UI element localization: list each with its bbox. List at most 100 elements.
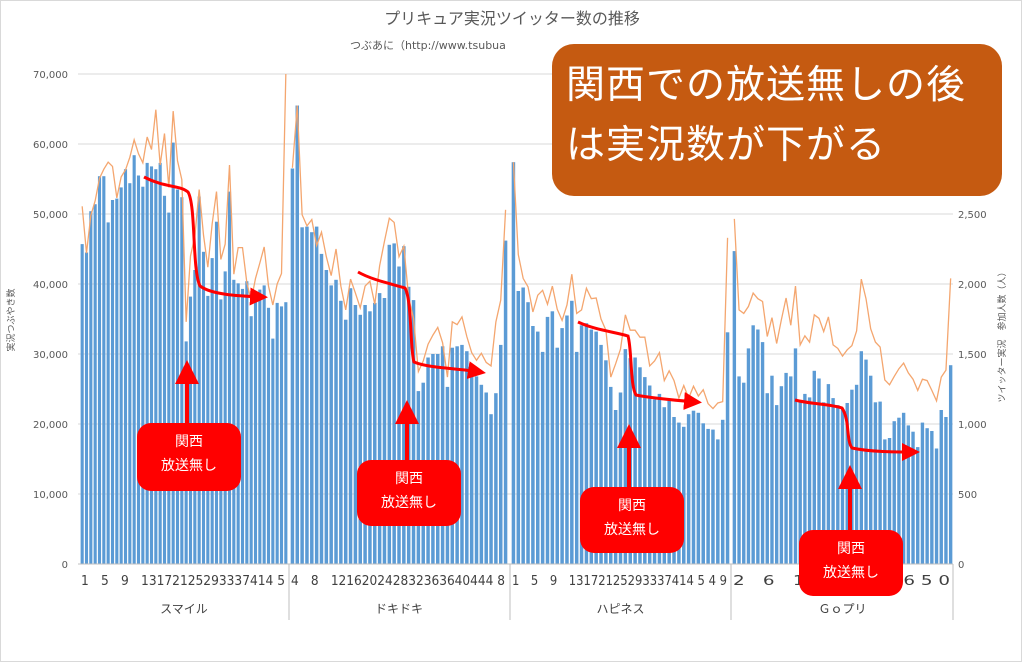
bar-ドキドキ-14 xyxy=(353,305,358,564)
y-tick-left-label: 60,000 xyxy=(33,140,68,151)
bar-ドキドキ-40 xyxy=(479,384,484,564)
bar-Ｇｏプリ-39 xyxy=(911,431,915,564)
bar-Ｇｏプリ-19 xyxy=(817,378,821,564)
bar-ハピネス-27 xyxy=(638,367,642,564)
bar-ハピネス-40 xyxy=(701,423,705,564)
bar-スマイル-31 xyxy=(210,258,214,564)
callout-line1: 関西 xyxy=(395,471,423,487)
bar-Ｇｏプリ-33 xyxy=(883,439,887,564)
bar-Ｇｏプリ-29 xyxy=(864,359,868,564)
bar-ハピネス-39 xyxy=(696,412,701,564)
bar-ドキドキ-3 xyxy=(300,227,304,565)
y-tick-left-label: 20,000 xyxy=(33,420,68,431)
bar-Ｇｏプリ-28 xyxy=(859,351,864,564)
bar-Ｇｏプリ-42 xyxy=(925,428,929,564)
bar-ハピネス-28 xyxy=(643,377,647,564)
bar-スマイル-43 xyxy=(262,285,266,564)
bar-ドキドキ-20 xyxy=(382,298,387,564)
bar-Ｇｏプリ-16 xyxy=(803,393,807,564)
callout-line2: 放送無し xyxy=(161,458,217,474)
bar-ハピネス-44 xyxy=(720,419,725,564)
participants-line-Ｇｏプリ xyxy=(733,218,952,404)
bar-スマイル-23 xyxy=(175,189,180,564)
bar-Ｇｏプリ-34 xyxy=(887,438,892,564)
bar-ドキドキ-36 xyxy=(460,344,464,564)
y-tick-right-label: 2,000 xyxy=(958,280,987,291)
bar-ドキドキ-8 xyxy=(324,270,329,564)
bar-ドキドキ-38 xyxy=(469,368,474,564)
bar-スマイル-15 xyxy=(141,186,145,564)
bar-スマイル-45 xyxy=(271,338,275,564)
bar-ハピネス-24 xyxy=(623,349,628,564)
bar-ハピネス-45 xyxy=(725,332,730,564)
bar-ハピネス-41 xyxy=(706,428,710,564)
bar-ドキドキ-42 xyxy=(489,414,493,564)
callout-kansai-smile: 関西 放送無し xyxy=(137,423,241,491)
bar-ドキドキ-2 xyxy=(295,105,300,564)
bar-ドキドキ-31 xyxy=(436,354,440,564)
bar-ドキドキ-41 xyxy=(484,392,488,564)
bar-Ｇｏプリ-31 xyxy=(873,402,878,564)
bar-ドキドキ-11 xyxy=(339,300,343,564)
bar-スマイル-4 xyxy=(93,204,97,564)
bar-ハピネス-32 xyxy=(662,407,667,564)
bar-ドキドキ-4 xyxy=(305,226,309,564)
bar-ドキドキ-30 xyxy=(431,354,435,564)
bar-ドキドキ-19 xyxy=(377,293,382,564)
bar-Ｇｏプリ-44 xyxy=(934,448,939,564)
bar-ハピネス-2 xyxy=(516,291,521,564)
bar-ハピネス-15 xyxy=(579,325,584,564)
bar-Ｇｏプリ-13 xyxy=(789,376,793,564)
bar-ドキドキ-18 xyxy=(373,302,377,564)
bar-Ｇｏプリ-18 xyxy=(812,370,816,564)
bar-ハピネス-4 xyxy=(526,302,530,564)
participants-line-ハピネス xyxy=(512,162,729,410)
bar-スマイル-3 xyxy=(89,211,93,564)
bar-ドキドキ-39 xyxy=(474,376,479,564)
bar-ドキドキ-5 xyxy=(310,232,314,564)
y-tick-right-label: 500 xyxy=(958,490,977,501)
bar-ドキドキ-16 xyxy=(363,305,367,564)
bar-スマイル-9 xyxy=(115,198,119,564)
annotation-layer xyxy=(143,175,920,530)
trend-arrow-4 xyxy=(794,398,920,461)
bar-スマイル-7 xyxy=(106,222,110,564)
y-tick-left-label: 30,000 xyxy=(33,350,68,361)
bar-スマイル-34 xyxy=(223,271,227,564)
bar-スマイル-28 xyxy=(197,196,201,564)
bar-ドキドキ-34 xyxy=(450,347,455,564)
bar-スマイル-10 xyxy=(119,187,123,564)
y-tick-right-label: 2,500 xyxy=(958,210,987,221)
bar-スマイル-20 xyxy=(162,195,167,565)
bar-ドキドキ-12 xyxy=(343,319,348,564)
bar-スマイル-32 xyxy=(214,221,219,564)
bar-ドキドキ-43 xyxy=(494,393,498,564)
x-tick-labels-ドキドキ: 4 8 121620242832363640444 8 xyxy=(291,574,505,589)
bar-スマイル-16 xyxy=(145,162,149,564)
bar-ハピネス-29 xyxy=(647,385,652,564)
callout-line2: 放送無し xyxy=(381,495,437,511)
bar-Ｇｏプリ-2 xyxy=(737,376,741,564)
bar-Ｇｏプリ-38 xyxy=(906,425,911,564)
bar-スマイル-2 xyxy=(84,252,89,564)
bar-Ｇｏプリ-12 xyxy=(784,372,788,564)
bar-スマイル-22 xyxy=(171,142,175,564)
bar-Ｇｏプリ-7 xyxy=(760,342,765,564)
bar-スマイル-6 xyxy=(102,176,106,564)
bar-ハピネス-23 xyxy=(618,392,623,564)
bar-スマイル-41 xyxy=(253,300,258,564)
bar-ハピネス-21 xyxy=(609,386,613,564)
bar-ハピネス-31 xyxy=(657,393,662,564)
bar-Ｇｏプリ-9 xyxy=(770,375,774,564)
bar-ハピネス-20 xyxy=(604,360,608,564)
trend-arrow-1 xyxy=(143,175,268,306)
x-group-label-スマイル: スマイル xyxy=(160,602,208,616)
bar-ドキドキ-15 xyxy=(358,314,362,564)
bar-ドキドキ-32 xyxy=(440,346,445,564)
bar-スマイル-18 xyxy=(154,169,158,564)
bar-スマイル-47 xyxy=(279,306,284,564)
y-tick-left-label: 70,000 xyxy=(33,70,68,81)
bar-ハピネス-17 xyxy=(589,329,594,564)
bar-スマイル-13 xyxy=(132,155,136,564)
